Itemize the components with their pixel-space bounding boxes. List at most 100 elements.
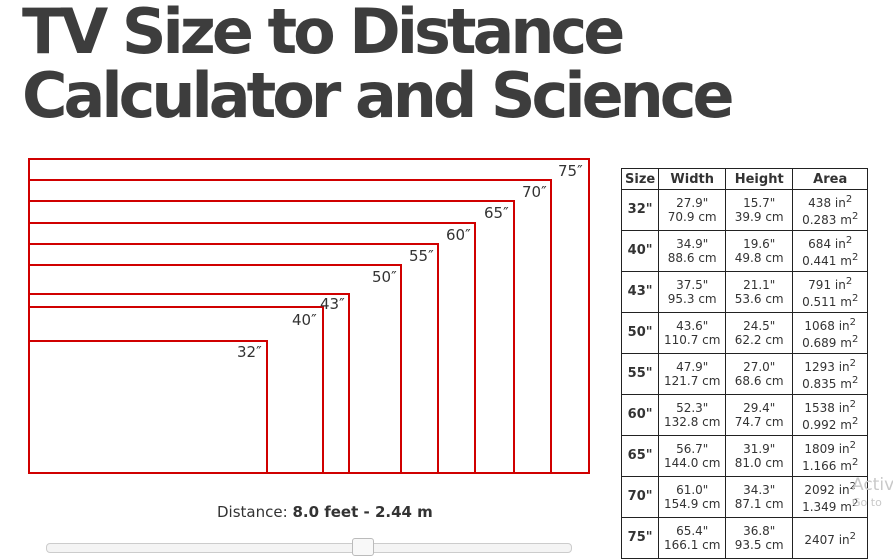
size-cell: 32" [620,189,660,231]
table-row: 75" 65.4" 166.1 cm 36.8" 93.5 cm 2407 in2 [620,517,869,559]
width-cell-line1: 27.9" [676,196,709,210]
table-body: 32" 27.9" 70.9 cm 15.7" 39.9 cm 438 in2 0.283 … [620,189,869,559]
tv-label-55: 55″ [409,247,434,265]
width-cell: 47.9" 121.7 cm [658,353,727,395]
area-cell-line2: 0.835 m [802,377,852,391]
area-cell: 1809 in2 1.166 m2 [792,435,869,477]
superscript: 2 [851,252,859,263]
area-cell: 2407 in2 [792,517,869,559]
watermark-line2: Go to [852,496,882,509]
area-cell: 1068 in2 0.689 m2 [792,312,869,354]
tv-size-table: Size Width Height Area 32" 27.9" 70.9 cm 15… [620,168,869,559]
table-row: 40" 34.9" 88.6 cm 19.6" 49.8 cm 684 in2 0.441 … [620,230,869,272]
width-cell-line2: 132.8 cm [663,415,721,429]
superscript: 2 [849,399,857,410]
width-cell: 27.9" 70.9 cm [658,189,727,231]
page-title-line1: TV Size to Distance [22,0,625,68]
width-cell: 52.3" 132.8 cm [658,394,727,436]
distance-slider-handle[interactable] [352,538,374,556]
height-cell-line2: 39.9 cm [734,210,784,224]
superscript: 2 [849,440,857,451]
height-cell-line2: 49.8 cm [734,251,784,265]
height-cell: 27.0" 68.6 cm [725,353,794,395]
width-cell: 37.5" 95.3 cm [658,271,727,313]
area-cell-line2: 1.166 m [802,459,852,473]
height-cell-line1: 15.7" [743,196,776,210]
width-cell-line2: 70.9 cm [667,210,717,224]
superscript: 2 [851,334,859,345]
size-cell: 50" [620,312,660,354]
column-header-size: Size [620,168,660,190]
superscript: 2 [851,293,859,304]
width-cell-line1: 61.0" [676,483,709,497]
table-row: 65" 56.7" 144.0 cm 31.9" 81.0 cm 1809 in2 1.16… [620,435,869,477]
superscript: 2 [851,498,859,509]
area-cell: 1538 in2 0.992 m2 [792,394,869,436]
width-cell-line1: 56.7" [676,442,709,456]
tv-label-65: 65″ [484,204,509,222]
height-cell-line2: 81.0 cm [734,456,784,470]
distance-slider-track[interactable] [46,543,572,553]
tv-label-43: 43″ [320,295,345,313]
height-cell-line1: 19.6" [743,237,776,251]
distance-readout: Distance: 8.0 feet - 2.44 m [217,503,433,521]
area-cell-line1: 1809 in [804,442,850,456]
table-row: 55" 47.9" 121.7 cm 27.0" 68.6 cm 1293 in2 0.83… [620,353,869,395]
area-cell-line2: 0.689 m [802,336,852,350]
area-cell-line2: 0.511 m [802,295,852,309]
superscript: 2 [845,235,853,246]
width-cell-line2: 166.1 cm [663,538,721,552]
superscript: 2 [845,194,853,205]
area-cell-line1: 2092 in [804,483,850,497]
tv-label-75: 75″ [558,162,583,180]
superscript: 2 [851,211,859,222]
height-cell-line1: 21.1" [743,278,776,292]
area-cell: 1293 in2 0.835 m2 [792,353,869,395]
superscript: 2 [849,530,857,542]
width-cell-line1: 43.6" [676,319,709,333]
superscript: 2 [845,276,853,287]
width-cell: 34.9" 88.6 cm [658,230,727,272]
size-cell: 65" [620,435,660,477]
height-cell-line1: 27.0" [743,360,776,374]
width-cell-line1: 65.4" [676,524,709,538]
activation-watermark: Activ Go to [852,476,893,512]
size-cell: 43" [620,271,660,313]
size-cell: 55" [620,353,660,395]
height-cell-line2: 62.2 cm [734,333,784,347]
width-cell: 65.4" 166.1 cm [658,517,727,559]
area-cell-line2: 0.992 m [802,418,852,432]
column-header-area: Area [792,168,869,190]
height-cell-line2: 68.6 cm [734,374,784,388]
area-cell-line1: 1538 in [804,401,850,415]
table-row: 50" 43.6" 110.7 cm 24.5" 62.2 cm 1068 in2 0.68… [620,312,869,354]
table-row: 60" 52.3" 132.8 cm 29.4" 74.7 cm 1538 in2 0.99… [620,394,869,436]
table-row: 43" 37.5" 95.3 cm 21.1" 53.6 cm 791 in2 0.511 … [620,271,869,313]
height-cell-line2: 53.6 cm [734,292,784,306]
area-cell-line2: 0.441 m [802,254,852,268]
height-cell-line2: 87.1 cm [734,497,784,511]
width-cell-line2: 95.3 cm [667,292,717,306]
height-cell-line1: 31.9" [743,442,776,456]
page-title-line2: Calculator and Science [22,59,735,132]
height-cell: 24.5" 62.2 cm [725,312,794,354]
height-cell: 29.4" 74.7 cm [725,394,794,436]
area-cell-line1: 791 in [808,278,846,292]
area-cell-line1: 684 in [808,237,846,251]
tv-label-70: 70″ [522,183,547,201]
height-cell-line2: 93.5 cm [734,538,784,552]
superscript: 2 [851,375,859,386]
size-cell: 40" [620,230,660,272]
area-cell-line1: 1293 in [804,360,850,374]
column-header-height: Height [725,168,794,190]
area-cell-line2: 0.283 m [802,213,852,227]
superscript: 2 [851,416,859,427]
width-cell-line2: 110.7 cm [663,333,721,347]
height-cell: 36.8" 93.5 cm [725,517,794,559]
page-title: TV Size to Distance Calculator and Scien… [22,0,735,132]
tv-label-32: 32″ [237,343,262,361]
table-row: 32" 27.9" 70.9 cm 15.7" 39.9 cm 438 in2 0.283 … [620,189,869,231]
watermark-line1: Activ [852,475,893,495]
tv-outline-32 [28,340,268,474]
height-cell: 15.7" 39.9 cm [725,189,794,231]
